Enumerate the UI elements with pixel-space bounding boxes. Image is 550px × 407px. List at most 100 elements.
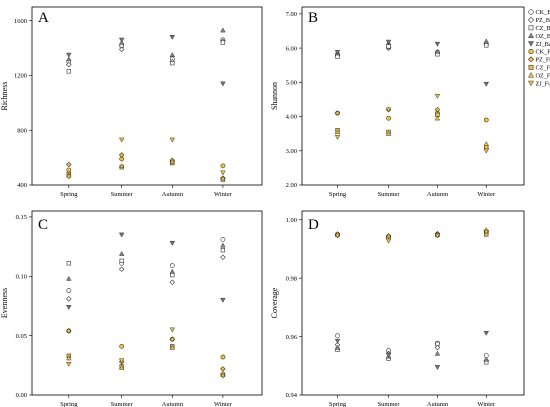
legend-label: OZ_Bacteria	[536, 33, 550, 40]
y-tick-label: 0.00	[16, 392, 27, 399]
point-oz-bacteria-autumn	[169, 268, 176, 274]
point-zj-fungi-summer	[118, 358, 125, 364]
point-zj-bacteria-autumn	[169, 35, 176, 40]
point-zj-bacteria-spring	[334, 50, 341, 55]
point-ck-fungi-winter	[220, 163, 226, 169]
y-tick-label: 5.00	[286, 80, 297, 87]
point-zj-bacteria-winter	[220, 81, 226, 87]
point-zj-fungi-summer	[118, 137, 125, 143]
point-oz-fungi-spring	[66, 355, 72, 361]
point-oz-bacteria-spring	[334, 344, 341, 350]
point-cz-bacteria-spring	[66, 69, 71, 74]
point-cz-bacteria-autumn	[170, 60, 175, 66]
y-tick-label: 3.00	[286, 148, 297, 155]
point-ck-bacteria-spring	[335, 333, 340, 339]
x-tick-label: Autumn	[427, 191, 449, 198]
point-zj-bacteria-winter	[220, 297, 226, 303]
y-tick-label: 400	[17, 182, 27, 189]
y-axis-label: Evenness	[0, 288, 9, 318]
point-ck-fungi-spring	[66, 167, 72, 173]
point-oz-fungi-autumn	[169, 158, 176, 164]
point-cz-bacteria-winter	[220, 248, 226, 253]
y-axis-label: Richness	[0, 82, 9, 111]
point-oz-bacteria-autumn	[434, 48, 441, 54]
point-cz-bacteria-winter	[484, 43, 489, 48]
x-tick-label: Winter	[214, 191, 233, 198]
y-tick-label: 0.98	[286, 275, 297, 282]
point-zj-fungi-spring	[334, 134, 341, 140]
y-tick-label: 2.00	[286, 182, 297, 189]
panel-letter: D	[308, 217, 319, 233]
legend-marker-pz-bacteria	[527, 16, 535, 23]
x-tick-label: Winter	[214, 401, 233, 407]
y-axis-label: Coverage	[270, 287, 279, 318]
legend: CK_BacteriaPZ_BacteriaCZ_BacteriaOZ_Bact…	[527, 9, 550, 87]
panel-a: A 400 800 1200 1600 Spring Summer Autumn Winter R…	[0, 6, 263, 198]
x-tick-label: Summer	[111, 191, 134, 198]
legend-marker-pz-fungi	[527, 56, 535, 63]
point-pz-fungi-spring	[334, 110, 341, 116]
point-pz-fungi-spring	[66, 161, 72, 168]
point-zj-bacteria-spring	[66, 52, 72, 58]
point-zj-fungi-autumn	[169, 327, 176, 333]
point-zj-bacteria-autumn	[434, 41, 441, 47]
y-tick-label: 7.00	[286, 11, 297, 18]
point-pz-bacteria-summer	[118, 46, 125, 53]
point-zj-fungi-spring	[66, 362, 72, 367]
legend-item-ck-bacteria: CK_Bacteria	[528, 9, 550, 16]
point-cz-fungi-winter	[484, 145, 489, 150]
y-tick-label: 0.10	[16, 273, 27, 280]
x-tick-label: Spring	[329, 401, 347, 407]
x-tick-label: Autumn	[162, 191, 184, 198]
point-ck-fungi-summer	[119, 343, 125, 349]
point-pz-fungi-autumn	[169, 336, 176, 342]
legend-marker-oz-fungi	[527, 72, 535, 78]
point-zj-fungi-spring	[334, 233, 341, 239]
point-zj-fungi-winter	[483, 229, 489, 235]
point-oz-fungi-summer	[118, 163, 125, 168]
legend-marker-ck-fungi	[528, 48, 534, 55]
point-oz-fungi-spring	[334, 129, 341, 135]
point-pz-fungi-summer	[118, 152, 125, 158]
point-cz-bacteria-summer	[386, 44, 391, 49]
point-ck-fungi-summer	[386, 115, 391, 121]
point-pz-bacteria-summer	[118, 266, 125, 272]
y-tick-label: 4.00	[286, 114, 297, 121]
y-tick-label: 0.15	[16, 214, 27, 221]
legend-item-zj-bacteria: ZJ_Bacteria	[527, 41, 550, 48]
point-pz-fungi-winter	[220, 366, 226, 372]
x-tick-label: Summer	[378, 401, 401, 407]
point-cz-bacteria-spring	[66, 261, 71, 266]
x-tick-label: Autumn	[427, 401, 449, 407]
plot-frame	[301, 6, 525, 186]
panel-b: B 2.00 3.00 4.00 5.00 6.00 7.00 Spring Summer Aut…	[270, 6, 525, 198]
point-zj-bacteria-summer	[385, 39, 392, 45]
legend-label: CK_Fungi	[536, 49, 550, 56]
point-cz-bacteria-autumn	[170, 272, 175, 278]
point-oz-fungi-summer	[385, 130, 392, 136]
point-ck-fungi-winter	[220, 354, 226, 360]
point-cz-bacteria-summer	[119, 258, 124, 263]
legend-marker-zj-bacteria	[527, 41, 535, 47]
y-tick-label: 1200	[14, 73, 27, 80]
point-oz-fungi-summer	[385, 233, 392, 238]
point-ck-bacteria-spring	[66, 288, 72, 293]
legend-item-pz-fungi: PZ_Fungi	[527, 56, 550, 64]
panel-c: C 0.00 0.05 0.10 0.15 Spring Summer Autumn Winte…	[0, 210, 263, 407]
point-zj-fungi-autumn	[169, 137, 176, 143]
y-tick-label: 800	[17, 127, 27, 134]
legend-marker-cz-fungi	[528, 64, 534, 70]
point-pz-bacteria-autumn	[434, 344, 441, 351]
legend-label: PZ_Bacteria	[536, 17, 550, 24]
point-cz-bacteria-spring	[335, 54, 340, 59]
point-oz-bacteria-winter	[483, 38, 489, 44]
x-tick-label: Summer	[378, 191, 401, 198]
point-pz-fungi-spring	[66, 328, 72, 334]
legend-label: CZ_Bacteria	[536, 25, 550, 32]
point-pz-fungi-autumn	[434, 106, 441, 113]
point-zj-fungi-winter	[220, 170, 226, 176]
point-zj-fungi-autumn	[434, 93, 441, 99]
legend-item-ck-fungi: CK_Fungi	[528, 48, 550, 56]
panel-letter: B	[308, 10, 318, 26]
panel-letter: C	[38, 217, 48, 233]
